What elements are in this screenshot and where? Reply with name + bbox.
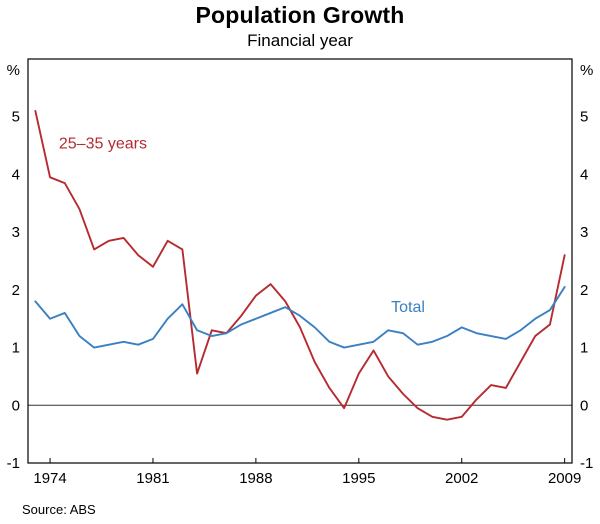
plot-border: [27, 58, 573, 464]
y-tick-label-left: 4: [12, 166, 20, 183]
x-tick-label: 1988: [239, 470, 272, 487]
y-tick-label-left: 2: [12, 282, 20, 299]
y-tick-label-right: 2: [580, 282, 588, 299]
series-line-1: [34, 286, 566, 349]
x-tick-label: 2009: [548, 470, 581, 487]
x-tick-label: 1981: [136, 470, 169, 487]
y-tick-label-right: 0: [580, 397, 588, 414]
series-label-0: 25–35 years: [59, 135, 147, 152]
y-tick-label-right: -1: [580, 455, 593, 472]
y-tick-label-left: -1: [7, 455, 20, 472]
y-unit-label-right: %: [580, 62, 593, 79]
x-tick-label: 1974: [33, 470, 66, 487]
y-tick-label-left: 0: [12, 397, 20, 414]
y-tick-label-left: 1: [12, 340, 20, 357]
source-note: Source: ABS: [22, 502, 96, 517]
y-tick-label-right: 5: [580, 109, 588, 126]
series-line-0: [34, 109, 566, 421]
series-label-1: Total: [391, 299, 425, 316]
chart-title: Population Growth: [195, 2, 405, 28]
y-unit-label-left: %: [7, 62, 20, 79]
y-tick-label-right: 4: [580, 166, 588, 183]
x-tick-label: 2002: [445, 470, 478, 487]
chart-subtitle: Financial year: [247, 31, 353, 50]
y-tick-label-left: 5: [12, 109, 20, 126]
y-tick-label-right: 3: [580, 224, 588, 241]
y-tick-label-right: 1: [580, 340, 588, 357]
y-tick-label-left: 3: [12, 224, 20, 241]
x-tick-label: 1995: [342, 470, 375, 487]
